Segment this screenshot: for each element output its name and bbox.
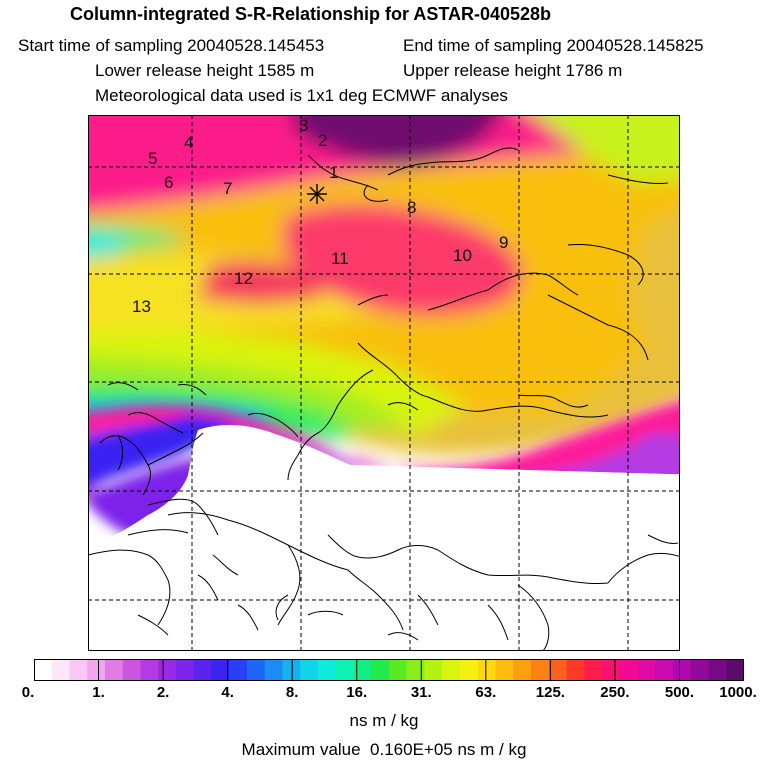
color-scale-cell — [229, 659, 248, 681]
colorbar-tick-label: 31. — [410, 684, 432, 701]
colorbar-tick-label: 250. — [600, 684, 630, 701]
color-scale-cell — [637, 659, 656, 681]
station-label: 2 — [318, 131, 327, 150]
colorbar-tick-label: 8. — [285, 684, 299, 701]
color-scale-cell — [460, 659, 479, 681]
color-scale-bar — [34, 659, 744, 681]
color-scale-cell — [335, 659, 355, 681]
color-scale-cell — [513, 659, 532, 681]
colorbar-tick-label: 4. — [221, 684, 234, 701]
asterisk-marker — [307, 184, 327, 204]
color-scale-cell — [353, 659, 372, 681]
lat-lon-grid — [88, 115, 680, 651]
color-scale-cell — [300, 659, 319, 681]
field-layers — [88, 115, 680, 456]
color-scale-cell — [193, 659, 213, 681]
colorbar-tick-label: 1000. — [719, 684, 757, 701]
color-scale-cell — [673, 659, 692, 681]
color-scale-cell — [34, 659, 53, 681]
color-scale-cell — [282, 659, 301, 681]
station-label: 6 — [164, 173, 173, 192]
station-label: 8 — [407, 198, 416, 217]
maximum-value-text: Maximum value 0.160E+05 ns m / kg — [241, 740, 527, 759]
color-scale-cell — [158, 659, 177, 681]
colorbar-tick-label: 2. — [156, 684, 170, 701]
station-label: 9 — [499, 233, 508, 252]
start-time-label: Start time of sampling 20040528.145453 — [18, 36, 325, 55]
color-scale-cell — [690, 659, 710, 681]
figure-title: Column-integrated S-R-Relationship for A… — [70, 4, 552, 24]
color-scale-cell — [602, 659, 621, 681]
maximum-value-label: Maximum value 0.160E+05 ns m / kg — [0, 740, 768, 760]
station-label: 13 — [132, 297, 151, 316]
colorbar-tick-label: 63. — [475, 684, 497, 701]
station-label: 12 — [234, 269, 253, 288]
station-label: 7 — [223, 179, 232, 198]
color-scale-cell — [531, 659, 550, 681]
station-label: 1 — [329, 163, 338, 182]
color-scale-cell — [655, 659, 674, 681]
color-scale-cell — [69, 659, 88, 681]
upper-release-label: Upper release height 1786 m — [403, 61, 623, 80]
color-scale-cell — [566, 659, 585, 681]
station-label: 5 — [148, 149, 157, 168]
color-scale-cell — [318, 659, 337, 681]
color-scale-cell — [122, 659, 142, 681]
colorbar-tick-label: 0. — [21, 684, 35, 701]
met-data-label: Meteorological data used is 1x1 deg ECMW… — [95, 86, 508, 105]
color-scale-cell — [105, 659, 124, 681]
colorbar-tick-label: 125. — [535, 684, 565, 701]
color-scale-cell — [87, 659, 106, 681]
station-label: 10 — [453, 246, 472, 265]
color-scale-cell — [495, 659, 514, 681]
color-scale-cell — [51, 659, 71, 681]
color-scale-cell — [726, 659, 744, 681]
color-scale-cell — [140, 659, 159, 681]
coastlines — [88, 147, 680, 651]
colorbar-units: ns m / kg — [349, 711, 419, 730]
color-scale-cell — [548, 659, 568, 681]
color-scale-cell — [389, 659, 408, 681]
color-scale-cell — [176, 659, 195, 681]
color-scale-cell — [264, 659, 284, 681]
colorbar-tick-label: 16. — [346, 684, 368, 701]
color-scale-cell — [619, 659, 639, 681]
color-scale-cell — [211, 659, 230, 681]
color-scale-cell — [247, 659, 266, 681]
color-scale-frame — [34, 659, 744, 681]
color-scale-cell — [406, 659, 426, 681]
station-label: 3 — [299, 116, 308, 135]
station-label: 4 — [184, 133, 193, 152]
color-scale-cell — [584, 659, 603, 681]
color-scale-cell — [442, 659, 461, 681]
station-label: 11 — [331, 249, 349, 268]
color-scale-cell — [477, 659, 497, 681]
color-scale-cell — [371, 659, 390, 681]
lower-release-label: Lower release height 1585 m — [95, 61, 315, 80]
sensitivity-map: 1 2 3 4 5 6 7 8 9 10 11 12 13 — [88, 115, 680, 651]
end-time-label: End time of sampling 20040528.145825 — [403, 36, 704, 55]
colorbar-tick-label: 1. — [92, 684, 105, 701]
colorbar-tick-label: 500. — [664, 684, 695, 701]
map-frame — [88, 115, 680, 651]
color-scale-cell — [424, 659, 443, 681]
color-scale-cell — [708, 659, 727, 681]
